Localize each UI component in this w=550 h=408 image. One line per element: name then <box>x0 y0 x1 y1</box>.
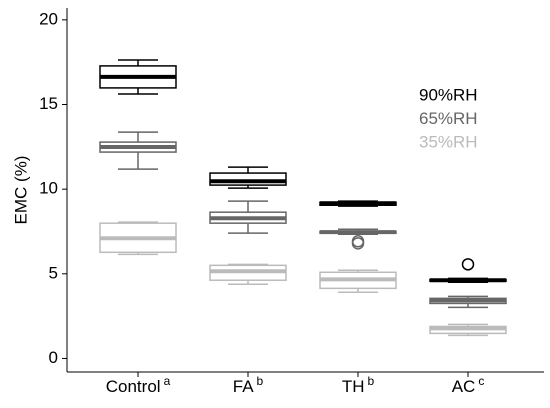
category-name: AC <box>452 377 476 396</box>
category-name: TH <box>342 377 365 396</box>
y-axis-label: EMC (%) <box>11 156 30 225</box>
category-name: FA <box>233 377 254 396</box>
y-tick-label: 5 <box>49 263 58 282</box>
category-superscript: c <box>478 374 484 388</box>
y-tick-label: 20 <box>39 9 58 28</box>
box <box>209 172 287 186</box>
x-tick-label: TH b <box>342 374 375 396</box>
outlier <box>461 258 475 271</box>
category-superscript: a <box>164 374 171 388</box>
y-tick-label: 10 <box>39 179 58 198</box>
category-name: Control <box>106 377 161 396</box>
legend-label: 90%RH <box>419 85 478 104</box>
legend-label: 35%RH <box>419 132 478 151</box>
x-tick-label: Control a <box>106 374 171 396</box>
y-tick-label: 15 <box>39 94 58 113</box>
y-tick-label: 0 <box>49 348 58 367</box>
x-tick-label: FA b <box>233 374 264 396</box>
category-superscript: b <box>257 374 264 388</box>
x-tick-label: AC c <box>452 374 485 396</box>
outlier <box>351 237 365 250</box>
legend-label: 65%RH <box>419 109 478 128</box>
category-superscript: b <box>367 374 374 388</box>
